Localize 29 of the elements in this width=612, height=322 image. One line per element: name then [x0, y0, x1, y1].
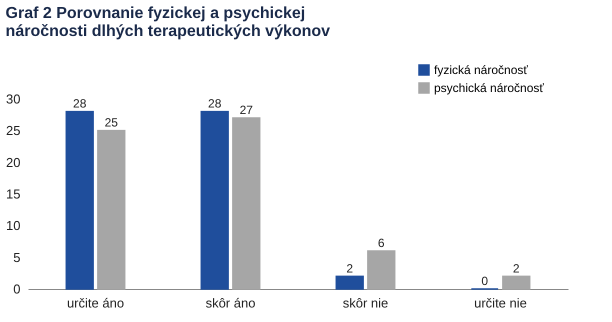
data-label: 25 [104, 116, 118, 130]
bar [502, 276, 530, 290]
y-tick-label: 25 [6, 123, 20, 138]
data-label: 2 [512, 261, 520, 276]
bar [336, 276, 364, 290]
bar [232, 117, 260, 290]
legend-label: psychická náročnosť [434, 81, 544, 95]
data-label: 28 [73, 96, 87, 111]
x-tick-label: skôr áno [206, 296, 256, 310]
y-tick-label: 0 [13, 282, 20, 296]
data-label: 27 [240, 103, 254, 117]
y-tick-label: 10 [6, 218, 20, 234]
bar [97, 130, 126, 290]
x-tick-label: určite nie [474, 296, 527, 310]
y-tick-label: 5 [13, 250, 20, 265]
data-label: 28 [208, 96, 222, 111]
y-tick-label: 20 [6, 154, 20, 170]
y-tick-label: 15 [6, 186, 20, 202]
x-tick-label: určite áno [66, 296, 124, 310]
bar [367, 250, 396, 290]
data-label: 0 [481, 274, 488, 288]
y-tick-label: 30 [6, 92, 20, 106]
data-label: 6 [378, 236, 385, 250]
chart-title: Graf 2 Porovnanie fyzickej a psychickej náročnosti dlhých terapeutických výkonov [6, 5, 330, 40]
legend-label: fyzická náročnosť [434, 63, 528, 77]
bar [200, 110, 229, 290]
bar [66, 110, 94, 290]
x-tick-label: skôr nie [342, 296, 388, 310]
data-label: 2 [346, 261, 354, 276]
